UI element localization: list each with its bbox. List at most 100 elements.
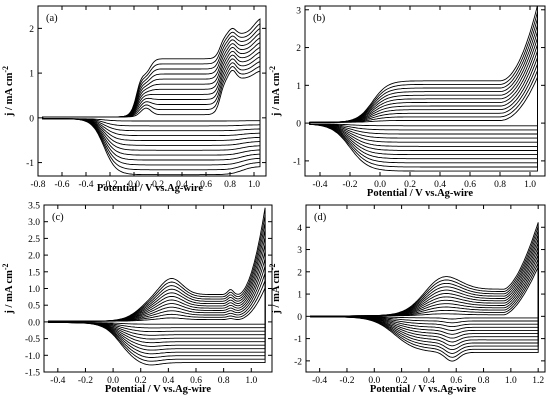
plot-frame <box>37 5 267 177</box>
chart-panel-b: -0.4 -0.2 0.0 0.2 0.4 0.6 0.8 1.0 -1 0 1 2 3 (b) Poten… <box>268 5 546 199</box>
y-tick-label: -1 <box>293 157 301 167</box>
cv-cycle-11 <box>310 226 539 358</box>
x-tick-label: 0.8 <box>224 180 236 190</box>
y-tick-label: -1 <box>26 159 34 169</box>
cv-cycle-7 <box>42 41 261 151</box>
x-tick-label: 0.4 <box>434 180 446 190</box>
x-tick-label: 1.0 <box>524 180 536 190</box>
y-tick-label: 2 <box>296 44 301 54</box>
y-tick-label: 0 <box>297 313 302 323</box>
x-tick-label: 0.2 <box>135 376 147 386</box>
x-tick-label: 1.2 <box>532 376 544 386</box>
x-tick-label: 0.4 <box>162 376 174 386</box>
y-tick-label: 0.0 <box>28 318 40 328</box>
cv-cycle-3 <box>42 60 261 132</box>
cv-cycle-12 <box>48 207 266 366</box>
y-axis-title: j / mA cm-2 <box>268 263 282 314</box>
x-tick-label: -0.2 <box>78 376 93 386</box>
y-tick-label: 2 <box>29 25 34 35</box>
x-tick-label: -0.4 <box>50 376 65 386</box>
panel-label: (a) <box>46 13 58 24</box>
x-tick-label: 1.0 <box>505 376 517 386</box>
x-tick-label: 0.6 <box>200 180 212 190</box>
x-tick-label: 0.0 <box>107 376 119 386</box>
y-tick-label: -1.5 <box>25 369 40 379</box>
y-tick-label: -1 <box>294 335 302 345</box>
x-tick-label: -0.6 <box>54 180 69 190</box>
y-tick-label: 1.5 <box>28 268 40 278</box>
y-tick-label: 3 <box>296 6 301 16</box>
panel-label: (c) <box>52 212 64 223</box>
cv-cycle-9 <box>42 32 261 161</box>
cv-curves <box>309 6 538 172</box>
y-tick-label: 3.0 <box>28 218 40 228</box>
y-tick-label: 2 <box>297 268 302 278</box>
x-tick-label: 0.6 <box>464 180 476 190</box>
cv-cycle-11 <box>309 11 538 168</box>
x-tick-label: 0.2 <box>152 180 164 190</box>
x-tick-label: 0.0 <box>368 376 380 386</box>
x-tick-label: 0.8 <box>478 376 490 386</box>
chart-panel-d: -0.4 -0.2 0.0 0.2 0.4 0.6 0.8 1.0 1.2 -2 -1 0 1 2 3 4 (d… <box>268 204 546 395</box>
x-tick-label: 0.0 <box>374 180 386 190</box>
x-tick-label: 1.0 <box>245 376 257 386</box>
x-tick-label: -0.4 <box>312 376 327 386</box>
x-tick-label: 0.6 <box>190 376 202 386</box>
y-tick-label: 1 <box>296 82 301 92</box>
panel-label: (b) <box>313 13 326 24</box>
y-tick-label: -2 <box>294 357 302 367</box>
x-tick-label: -0.8 <box>30 180 45 190</box>
cv-cycle-2 <box>309 70 538 131</box>
y-axis-title: j / mA cm-2 <box>1 263 15 314</box>
x-tick-label: 0.4 <box>423 376 435 386</box>
x-tick-label: -0.2 <box>102 180 117 190</box>
y-tick-label: 1 <box>297 291 302 301</box>
x-axis-title: Potential / V vs.Ag-wire <box>370 384 476 395</box>
y-tick-label: 1 <box>29 70 34 80</box>
plot-frame <box>305 204 546 373</box>
cv-curves <box>42 18 261 176</box>
x-axis-title: Potential / V vs.Ag-wire <box>97 183 203 194</box>
y-tick-label: -1.0 <box>25 352 40 362</box>
plot-frame <box>43 204 273 373</box>
y-tick-label: 1.0 <box>28 285 40 295</box>
cv-cycle-10 <box>309 18 538 164</box>
x-tick-label: 0.8 <box>494 180 506 190</box>
x-tick-label: 0.0 <box>128 180 140 190</box>
x-tick-label: -0.4 <box>78 180 93 190</box>
cv-cycle-12 <box>309 6 538 172</box>
x-tick-label: -0.4 <box>312 180 327 190</box>
y-tick-label: 3.5 <box>28 202 40 212</box>
cv-curves <box>310 222 539 362</box>
x-tick-label: -0.2 <box>342 180 357 190</box>
cv-curves <box>48 207 266 366</box>
y-tick-label: 0.5 <box>28 302 40 312</box>
y-tick-label: 3 <box>297 246 302 256</box>
x-tick-label: -0.2 <box>339 376 354 386</box>
cv-cycle-6 <box>48 251 266 344</box>
cv-cycle-10 <box>48 222 266 358</box>
x-tick-label: 0.8 <box>218 376 230 386</box>
y-tick-label: 0 <box>29 114 34 124</box>
y-axis-title: j / mA cm-2 <box>268 66 282 117</box>
panel-label: (d) <box>314 212 327 223</box>
cv-cycle-8 <box>42 37 261 156</box>
x-tick-label: 1.0 <box>248 180 260 190</box>
y-tick-label: 4 <box>297 224 302 234</box>
x-tick-label: 0.2 <box>404 180 416 190</box>
x-axis-title: Potential / V vs.Ag-wire <box>105 384 211 395</box>
cv-cycle-12 <box>310 222 539 362</box>
y-tick-label: 2.5 <box>28 235 40 245</box>
y-tick-label: -0.5 <box>25 335 40 345</box>
y-axis-title: j / mA cm-2 <box>1 66 15 117</box>
x-tick-label: 0.2 <box>396 376 408 386</box>
y-tick-label: 0 <box>296 120 301 130</box>
chart-panel-a: -0.8 -0.6 -0.4 -0.2 0.0 0.2 0.4 0.6 0.8 1.0 -1 0 1 2 (… <box>1 5 267 194</box>
x-axis-title: Potential / V vs.Ag-wire <box>367 188 473 199</box>
x-tick-label: 0.6 <box>450 376 462 386</box>
chart-panel-c: -0.4 -0.2 0.0 0.2 0.4 0.6 0.8 1.0 -1.5 -1.0 -0.5 0.… <box>1 202 273 395</box>
y-tick-label: 2.0 <box>28 252 40 262</box>
cv-cycle-12 <box>42 18 261 176</box>
x-tick-label: 0.4 <box>176 180 188 190</box>
